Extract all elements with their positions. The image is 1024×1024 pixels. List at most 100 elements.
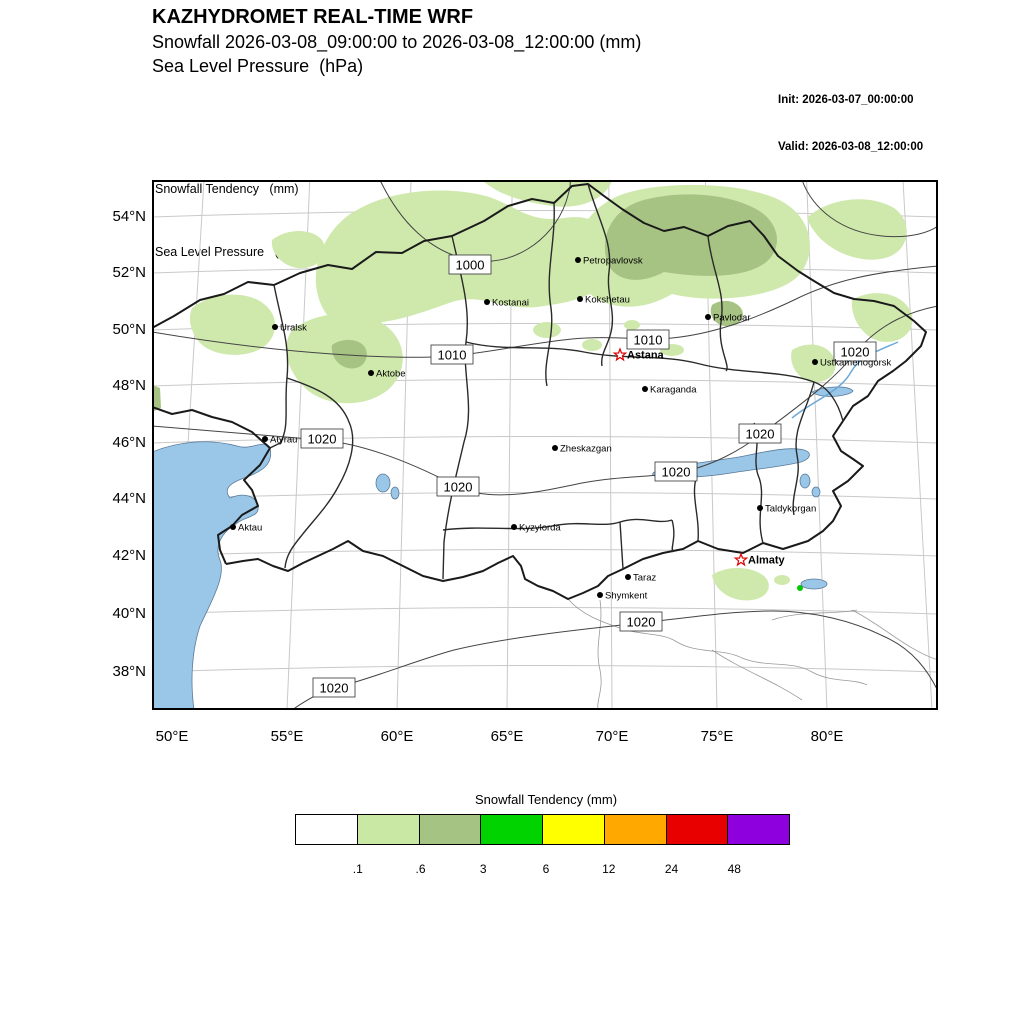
city-label: Uralsk <box>280 323 307 334</box>
city-dot-icon <box>511 524 517 530</box>
lon-tick-label: 50°E <box>155 728 189 745</box>
page-title: KAZHYDROMET REAL-TIME WRF <box>152 6 474 28</box>
map-frame-border <box>152 180 938 710</box>
lake-sasykkol <box>811 486 821 498</box>
city-label: Aktobe <box>376 369 406 380</box>
city-label: Pavlodar <box>713 313 751 324</box>
pressure-contour-label: 1020 <box>833 341 877 362</box>
lon-tick-label: 55°E <box>270 728 304 745</box>
weather-map: 1000 1010 1010 1020 1020 1020 1020 1020 1020 1020… <box>151 179 939 711</box>
city-dot-icon <box>484 299 490 305</box>
colorbar-tick-label: 6 <box>542 862 550 876</box>
city-marker: Kostanai <box>484 298 529 309</box>
legend-snowfall-line: Snowfall Tendency (mm) <box>155 181 299 196</box>
pressure-contour-label: 1020 <box>738 423 782 444</box>
irtysh-river <box>791 341 899 419</box>
city-dot-icon <box>552 445 558 451</box>
lat-tick-label: 54°N <box>112 208 146 225</box>
city-label: Taldykorgan <box>765 504 816 515</box>
city-label: Kostanai <box>492 298 529 309</box>
colorbar-tick-label: .6 <box>415 862 426 876</box>
capital-star-icon <box>733 552 749 567</box>
capital-city-marker: Almaty <box>733 552 786 567</box>
pressure-contour-label: 1020 <box>619 611 663 632</box>
svg-text:1020: 1020 <box>662 465 691 480</box>
lat-tick-label: 50°N <box>112 321 146 338</box>
city-dot-icon <box>625 574 631 580</box>
lat-tick-label: 40°N <box>112 605 146 622</box>
pressure-label-group: 1000 1010 1010 1020 1020 1020 1020 1020 1020 1020 <box>300 254 877 698</box>
city-dot-icon <box>597 592 603 598</box>
svg-text:1020: 1020 <box>444 480 473 495</box>
lake-issykkul <box>800 578 828 590</box>
city-marker: Ustkamenogorsk <box>812 358 892 369</box>
aral-sea-east <box>390 486 400 500</box>
lat-tick-label: 46°N <box>112 434 146 451</box>
city-label: Aktau <box>238 523 262 534</box>
svg-text:1020: 1020 <box>746 427 775 442</box>
city-dot-icon <box>812 359 818 365</box>
pressure-contour-label: 1020 <box>436 476 480 497</box>
pressure-contour-label: 1020 <box>312 677 356 698</box>
city-label: Atyrau <box>270 435 297 446</box>
lon-tick-label: 60°E <box>380 728 414 745</box>
city-marker: Uralsk <box>272 323 307 334</box>
city-marker: Shymkent <box>597 591 648 602</box>
caspian-sea <box>151 441 272 711</box>
city-label: Kyzylorda <box>519 523 561 534</box>
city-dot-icon <box>705 314 711 320</box>
pressure-contour-label: 1020 <box>654 461 698 482</box>
city-marker: Zheskazgan <box>552 444 612 455</box>
lat-tick-label: 42°N <box>112 547 146 564</box>
city-label: Ustkamenogorsk <box>820 358 892 369</box>
pressure-contour-label: 1010 <box>626 329 670 350</box>
colorbar-tick-label: .1 <box>352 862 363 876</box>
oblast-borders <box>269 183 844 580</box>
colorbar-tick-label: 3 <box>479 862 487 876</box>
lat-tick-label: 44°N <box>112 490 146 507</box>
city-dot-icon <box>642 386 648 392</box>
colorbar-tick-label: 48 <box>727 862 741 876</box>
city-dot-icon <box>272 324 278 330</box>
city-dot-icon <box>575 257 581 263</box>
svg-text:1010: 1010 <box>438 348 467 363</box>
city-dot-icon <box>577 296 583 302</box>
city-marker-group: Petropavlovsk Kostanai Kokshetau Pavlodar Ur… <box>230 256 892 602</box>
lat-tick-label: 48°N <box>112 377 146 394</box>
colorbar-tick-label: 12 <box>602 862 616 876</box>
colorbar-segment <box>727 814 790 845</box>
city-marker: Atyrau <box>262 435 297 446</box>
colorbar-segment <box>603 814 667 845</box>
colorbar-segment <box>480 814 543 845</box>
city-label: Kokshetau <box>585 295 630 306</box>
svg-text:1000: 1000 <box>456 258 485 273</box>
pressure-contour-label: 1020 <box>300 428 344 449</box>
city-marker: Aktau <box>230 523 262 534</box>
city-label: Almaty <box>748 555 786 567</box>
lon-tick-label: 70°E <box>595 728 629 745</box>
city-marker: Taraz <box>625 573 656 584</box>
colorbar-segment <box>295 814 358 845</box>
lon-tick-label: 80°E <box>810 728 844 745</box>
colorbar-segment <box>356 814 420 845</box>
pressure-contour-label: 1010 <box>430 344 474 365</box>
city-marker: Kokshetau <box>577 295 630 306</box>
init-time: Init: 2026-03-07_00:00:00 <box>778 94 914 107</box>
svg-text:1020: 1020 <box>841 345 870 360</box>
map-canvas: 1000 1010 1010 1020 1020 1020 1020 1020 1020 1020… <box>151 179 939 711</box>
city-label: Karaganda <box>650 385 697 396</box>
neighbor-borders <box>567 598 939 711</box>
city-label: Zheskazgan <box>560 444 612 455</box>
city-marker: Pavlodar <box>705 313 751 324</box>
colorbar-segment <box>665 814 729 845</box>
city-marker: Aktobe <box>368 369 406 380</box>
city-dot-icon <box>757 505 763 511</box>
pressure-subtitle: Sea Level Pressure (hPa) <box>152 56 364 76</box>
valid-time: Valid: 2026-03-08_12:00:00 <box>778 140 924 153</box>
svg-text:1020: 1020 <box>627 615 656 630</box>
model-run-times: Init: 2026-03-07_00:00:00 Valid: 2026-03… <box>778 62 923 186</box>
city-dot-icon <box>368 370 374 376</box>
capital-city-marker: Astana <box>612 347 665 362</box>
city-marker: Karaganda <box>642 385 697 396</box>
snowfall-period-subtitle: Snowfall 2026-03-08_09:00:00 to 2026-03-… <box>152 32 642 52</box>
